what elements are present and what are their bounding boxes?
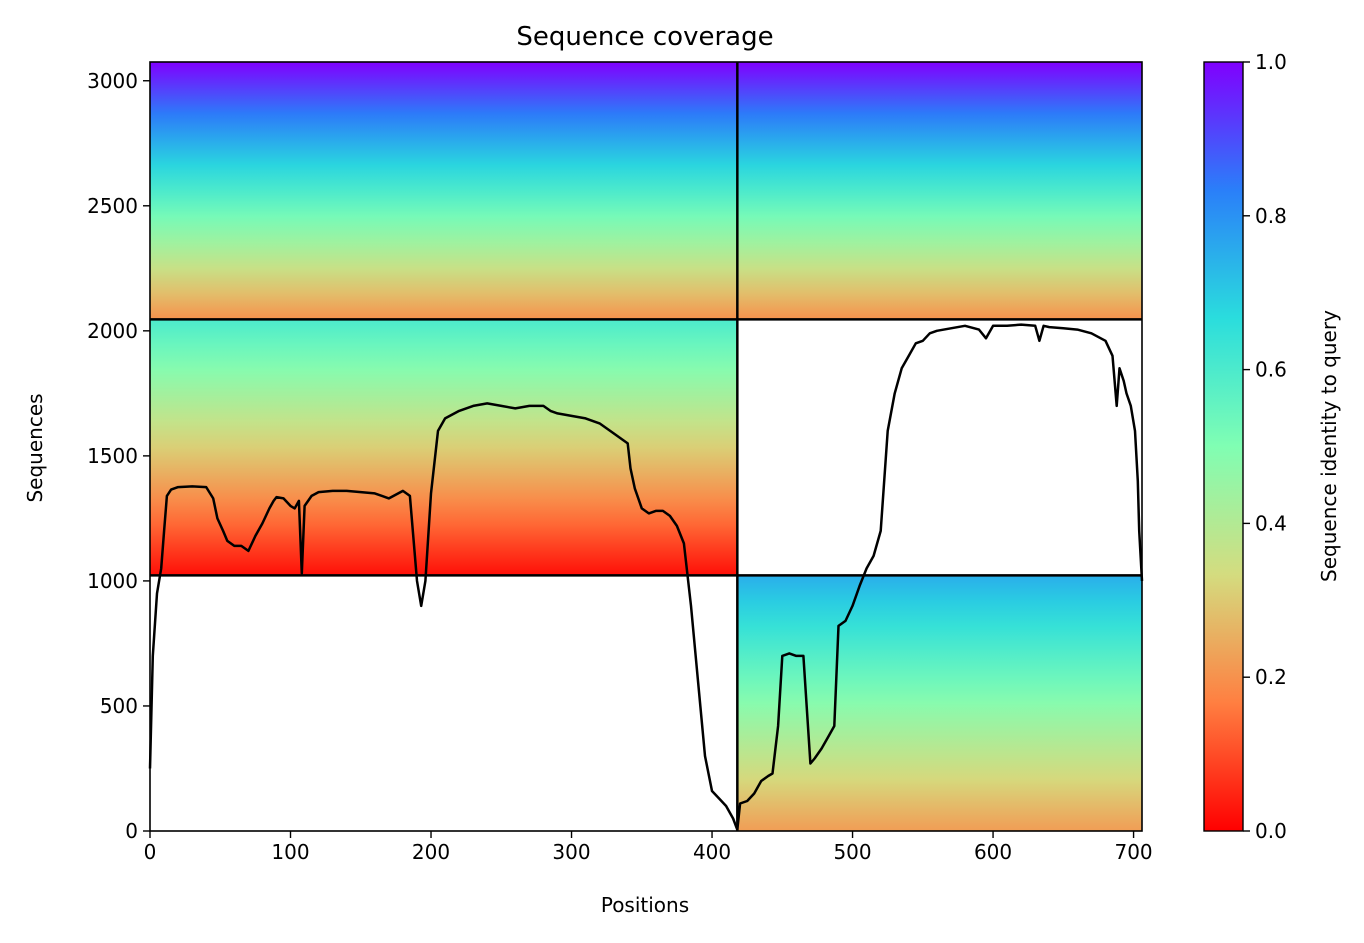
colorbar-gradient bbox=[1203, 61, 1244, 832]
colorbar-label: Sequence identity to query bbox=[1317, 310, 1341, 582]
y-tick-label: 0 bbox=[125, 819, 138, 843]
plot-area bbox=[148, 62, 1144, 831]
x-tick-label: 500 bbox=[833, 840, 871, 864]
heatmap-block bbox=[737, 575, 1142, 831]
heatmap-block bbox=[150, 62, 738, 320]
colorbar: 0.0 0.2 0.4 0.6 0.8 1.0 bbox=[1203, 50, 1287, 843]
colorbar-tick-label: 0.0 bbox=[1255, 819, 1287, 843]
x-tick-label: 200 bbox=[412, 840, 450, 864]
y-tick-label: 500 bbox=[100, 694, 138, 718]
y-tick-label: 3000 bbox=[87, 69, 138, 93]
heatmap-block bbox=[737, 62, 1142, 320]
plot-frame bbox=[149, 61, 1143, 832]
colorbar-tick-label: 0.8 bbox=[1255, 204, 1287, 228]
y-tick-label: 1500 bbox=[87, 444, 138, 468]
axes: 0 100 200 300 400 500 600 700 0 500 1000 1500 2000 25… bbox=[87, 61, 1153, 864]
y-tick-label: 2500 bbox=[87, 194, 138, 218]
y-tick-label: 1000 bbox=[87, 569, 138, 593]
x-tick-label: 700 bbox=[1114, 840, 1152, 864]
colorbar-tick-label: 0.6 bbox=[1255, 358, 1287, 382]
x-tick-label: 300 bbox=[552, 840, 590, 864]
chart-title: Sequence coverage bbox=[516, 22, 773, 52]
colorbar-tick-label: 1.0 bbox=[1255, 50, 1287, 74]
heatmap-block bbox=[150, 319, 738, 576]
x-tick-label: 0 bbox=[144, 840, 157, 864]
x-tick-label: 100 bbox=[271, 840, 309, 864]
coverage-line bbox=[148, 323, 1144, 831]
colorbar-tick-label: 0.4 bbox=[1255, 511, 1287, 535]
x-tick-label: 400 bbox=[693, 840, 731, 864]
x-axis-label: Positions bbox=[601, 893, 689, 917]
y-tick-label: 2000 bbox=[87, 319, 138, 343]
x-tick-label: 600 bbox=[974, 840, 1012, 864]
colorbar-tick-label: 0.2 bbox=[1255, 665, 1287, 689]
y-axis-label: Sequences bbox=[23, 393, 47, 502]
